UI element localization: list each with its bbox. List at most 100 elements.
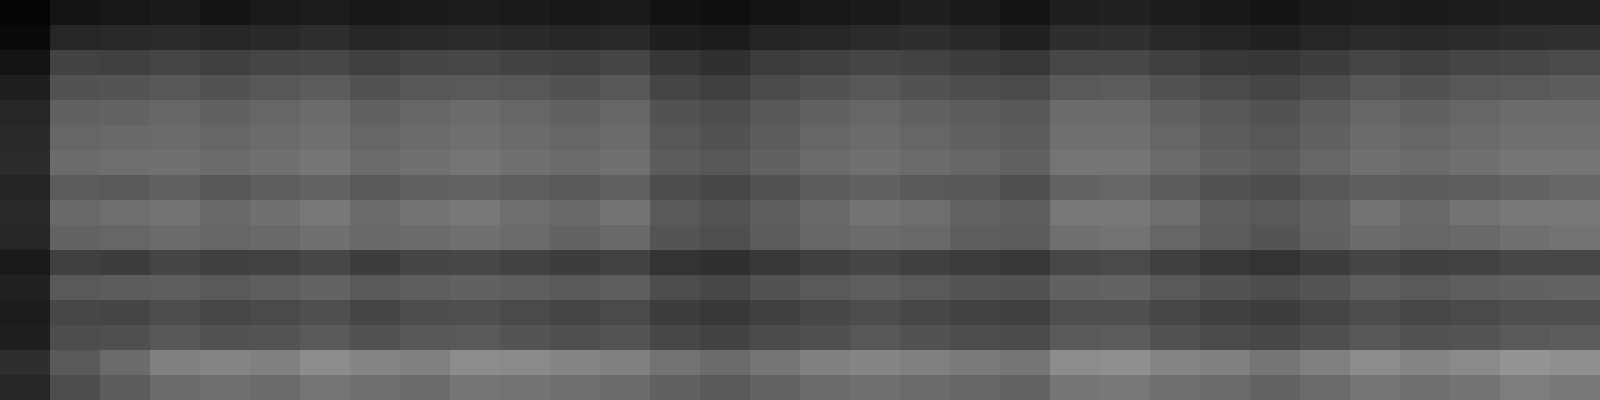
- heatmap-cell: [1200, 0, 1251, 26]
- heatmap-cell: [600, 0, 651, 26]
- heatmap-cell: [550, 100, 601, 126]
- heatmap-cell: [300, 300, 351, 326]
- heatmap-cell: [1500, 100, 1551, 126]
- heatmap-cell: [150, 275, 201, 301]
- heatmap-cell: [950, 225, 1001, 251]
- heatmap-cell: [450, 150, 501, 176]
- heatmap-cell: [750, 125, 801, 151]
- heatmap-cell: [1400, 200, 1451, 226]
- heatmap-cell: [950, 50, 1001, 76]
- heatmap-cell: [900, 175, 951, 201]
- heatmap-cell: [1050, 300, 1101, 326]
- heatmap-cell: [1350, 100, 1401, 126]
- heatmap-cell: [300, 175, 351, 201]
- heatmap-cell: [100, 200, 151, 226]
- heatmap-cell: [1100, 250, 1151, 276]
- heatmap-cell: [1350, 300, 1401, 326]
- heatmap-cell: [100, 125, 151, 151]
- heatmap-cell: [500, 150, 551, 176]
- heatmap-cell: [1150, 225, 1201, 251]
- heatmap-cell: [50, 200, 101, 226]
- heatmap-cell: [1250, 100, 1301, 126]
- heatmap-cell: [750, 375, 801, 400]
- heatmap-cell: [750, 175, 801, 201]
- heatmap-cell: [50, 125, 101, 151]
- heatmap-cell: [150, 175, 201, 201]
- heatmap-cell: [650, 75, 701, 101]
- heatmap-cell: [1000, 25, 1051, 51]
- heatmap-cell: [200, 50, 251, 76]
- heatmap-cell: [650, 125, 701, 151]
- heatmap-cell: [200, 75, 251, 101]
- heatmap-cell: [100, 175, 151, 201]
- heatmap-cell: [800, 25, 851, 51]
- heatmap-cell: [1250, 50, 1301, 76]
- heatmap-cell: [100, 250, 151, 276]
- heatmap-cell: [300, 350, 351, 376]
- heatmap-cell: [1050, 50, 1101, 76]
- heatmap-cell: [350, 275, 401, 301]
- heatmap-cell: [250, 275, 301, 301]
- heatmap-cell: [650, 350, 701, 376]
- heatmap-cell: [950, 125, 1001, 151]
- heatmap-cell: [850, 25, 901, 51]
- heatmap-cell: [1150, 325, 1201, 351]
- heatmap-cell: [1450, 375, 1501, 400]
- heatmap-cell: [1350, 175, 1401, 201]
- heatmap-cell: [1250, 325, 1301, 351]
- heatmap-cell: [900, 50, 951, 76]
- heatmap-cell: [300, 125, 351, 151]
- heatmap-cell: [1100, 100, 1151, 126]
- heatmap-cell: [1100, 275, 1151, 301]
- heatmap-cell: [0, 250, 51, 276]
- heatmap-cell: [600, 100, 651, 126]
- heatmap-cell: [800, 375, 851, 400]
- heatmap-cell: [750, 350, 801, 376]
- heatmap-cell: [50, 275, 101, 301]
- heatmap-cell: [1150, 50, 1201, 76]
- heatmap-cell: [550, 275, 601, 301]
- heatmap-cell: [1100, 300, 1151, 326]
- heatmap-cell: [0, 350, 51, 376]
- heatmap-cell: [150, 125, 201, 151]
- heatmap-cell: [500, 350, 551, 376]
- heatmap-cell: [1500, 75, 1551, 101]
- heatmap-cell: [150, 100, 201, 126]
- heatmap-cell: [400, 50, 451, 76]
- heatmap-cell: [1300, 0, 1351, 26]
- heatmap-cell: [200, 225, 251, 251]
- heatmap-cell: [1200, 375, 1251, 400]
- heatmap-cell: [750, 0, 801, 26]
- heatmap-cell: [500, 300, 551, 326]
- heatmap-cell: [1250, 250, 1301, 276]
- heatmap-cell: [250, 0, 301, 26]
- heatmap-cell: [350, 350, 401, 376]
- heatmap-cell: [200, 200, 251, 226]
- heatmap-cell: [350, 150, 401, 176]
- heatmap-cell: [1250, 0, 1301, 26]
- heatmap-cell: [1200, 350, 1251, 376]
- heatmap-cell: [200, 125, 251, 151]
- heatmap-cell: [0, 75, 51, 101]
- heatmap-cell: [0, 50, 51, 76]
- heatmap-cell: [1200, 325, 1251, 351]
- heatmap-cell: [1200, 275, 1251, 301]
- heatmap-cell: [0, 175, 51, 201]
- heatmap-cell: [650, 150, 701, 176]
- heatmap-cell: [700, 375, 751, 400]
- heatmap-cell: [200, 25, 251, 51]
- heatmap-cell: [700, 25, 751, 51]
- heatmap-cell: [500, 325, 551, 351]
- heatmap-cell: [900, 75, 951, 101]
- heatmap-cell: [1000, 175, 1051, 201]
- heatmap-cell: [1350, 200, 1401, 226]
- heatmap-cell: [400, 350, 451, 376]
- heatmap-cell: [650, 275, 701, 301]
- heatmap-cell: [1450, 200, 1501, 226]
- heatmap-cell: [700, 300, 751, 326]
- heatmap-cell: [700, 200, 751, 226]
- heatmap-cell: [450, 350, 501, 376]
- heatmap-cell: [800, 250, 851, 276]
- heatmap-cell: [100, 150, 151, 176]
- heatmap-cell: [150, 75, 201, 101]
